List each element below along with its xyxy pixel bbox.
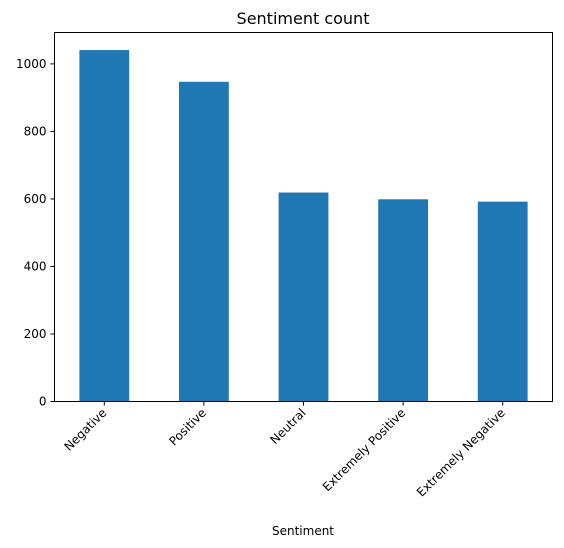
bar-extremely-positive	[378, 199, 428, 402]
bar-neutral	[278, 192, 329, 402]
plot-frame	[54, 32, 553, 402]
y-tick-label: 0	[39, 395, 47, 409]
y-axis-ticks: 0 200 400 600 800 1000	[16, 57, 55, 409]
y-tick-label: 200	[24, 327, 47, 341]
y-tick-label: 600	[24, 192, 47, 206]
x-axis-label: Sentiment	[272, 524, 334, 538]
bar-negative	[79, 50, 130, 402]
y-tick-label: 400	[24, 259, 47, 273]
y-tick-label: 1000	[16, 57, 47, 71]
y-tick-label: 800	[24, 124, 47, 138]
bar-positive	[179, 81, 229, 402]
chart-title: Sentiment count	[237, 9, 370, 28]
bar-extremely-negative	[477, 201, 528, 402]
bars-group	[79, 50, 528, 402]
